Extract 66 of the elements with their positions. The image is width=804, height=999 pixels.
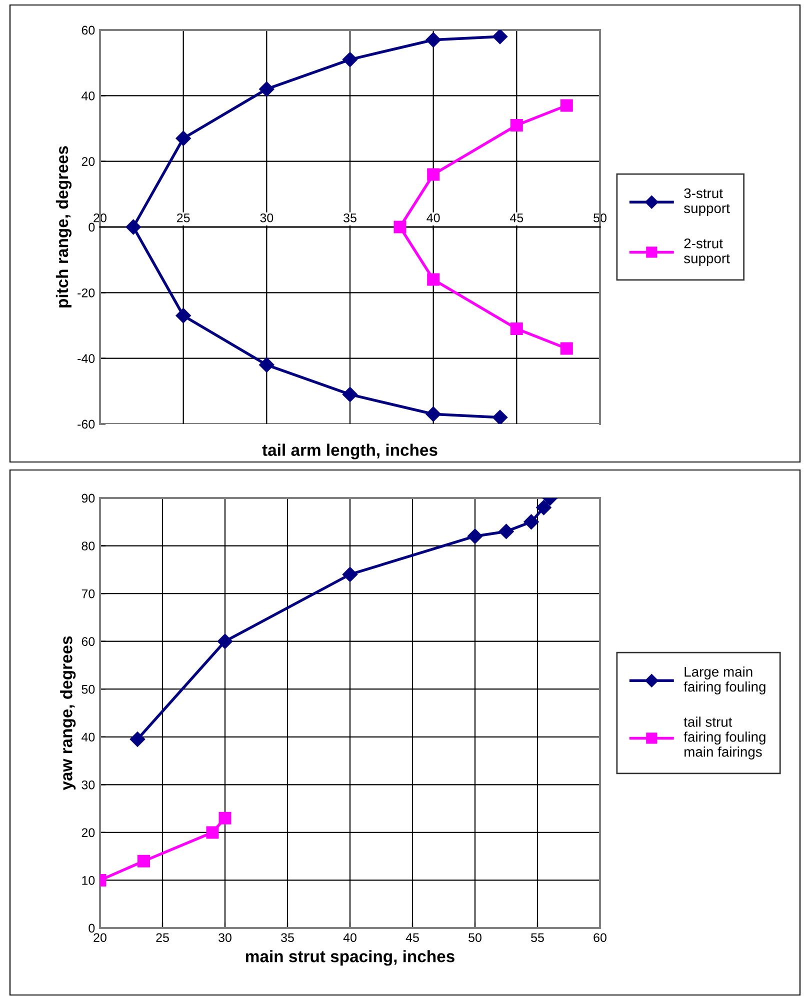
x-tick-label: 35 (344, 213, 356, 222)
point (492, 30, 508, 44)
x-tick-label: 40 (343, 933, 356, 942)
y-tick-label: 10 (82, 876, 95, 885)
x-axis-title: main strut spacing, inches (246, 950, 454, 966)
y-tick-label: 80 (82, 542, 95, 550)
point (394, 220, 406, 234)
point (498, 524, 514, 540)
legend-label: Large main fairing fouling (684, 666, 766, 694)
point (206, 826, 219, 839)
point (342, 52, 358, 68)
point (467, 528, 483, 544)
y-tick-label: 60 (82, 637, 95, 646)
x-tick-label: 45 (510, 214, 524, 222)
y-tick-label: 70 (82, 589, 95, 598)
y-tick-label: 30 (82, 780, 95, 790)
x-tick-label: 25 (156, 933, 169, 942)
point (126, 219, 141, 235)
legend-label: 2-strut support (684, 238, 730, 266)
point (536, 500, 552, 516)
point (426, 406, 441, 422)
legend-label: 3-strut support (684, 188, 730, 216)
x-tick-label: 50 (468, 933, 482, 942)
y-tick-label: 20 (82, 157, 95, 166)
y-tick-label: 40 (82, 732, 95, 742)
point (259, 82, 274, 97)
y-tick-label: -60 (78, 420, 95, 429)
point (524, 514, 539, 530)
point (217, 634, 233, 649)
point (259, 357, 274, 372)
y-tick-label: -40 (78, 354, 95, 363)
point (560, 99, 573, 112)
x-tick-label: 60 (594, 933, 606, 942)
y-axis-title: pitch range, degrees (56, 146, 72, 308)
point (427, 273, 440, 286)
point (176, 130, 191, 146)
point (130, 732, 146, 747)
x-tick-label: 40 (426, 213, 440, 222)
legend-label: tail strut fairing fouling main fairings (684, 716, 766, 760)
x-tick-label: 35 (281, 933, 294, 942)
x-tick-label: 45 (406, 933, 419, 942)
y-tick-label: 50 (82, 684, 95, 694)
point (426, 32, 441, 48)
y-tick-label: 20 (82, 828, 95, 838)
point (138, 854, 150, 868)
point (492, 410, 508, 424)
y-tick-label: 90 (82, 494, 95, 503)
x-axis-title: tail arm length, inches (262, 444, 438, 460)
point (342, 386, 358, 402)
point (218, 812, 232, 824)
y-tick-label: 0 (88, 222, 95, 232)
x-tick-label: 30 (260, 213, 274, 222)
x-tick-label: 25 (177, 213, 190, 222)
point (427, 168, 440, 181)
x-tick-label: 30 (218, 933, 232, 942)
y-tick-label: 40 (82, 91, 95, 100)
point (560, 342, 573, 355)
y-tick-label: -20 (78, 288, 95, 298)
point (342, 566, 358, 582)
y-axis-title: yaw range, degrees (60, 636, 76, 790)
point (176, 308, 191, 324)
y-tick-label: 0 (88, 924, 95, 933)
point (510, 322, 523, 336)
point (510, 118, 523, 132)
y-tick-label: 60 (82, 26, 95, 35)
x-tick-label: 55 (531, 933, 544, 942)
